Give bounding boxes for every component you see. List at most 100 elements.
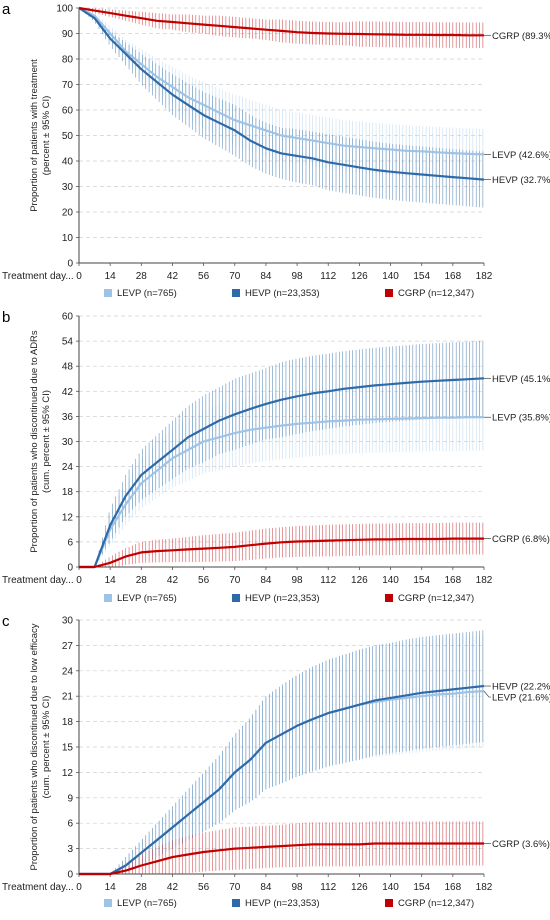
series-line-1 (79, 684, 485, 876)
legend-swatch (385, 289, 393, 297)
panel-letter: c (2, 613, 10, 630)
x-tick-label: 42 (167, 882, 179, 893)
x-tick-label: 14 (105, 882, 117, 893)
y-tick-label: 36 (62, 412, 74, 423)
x-tick-label: 182 (476, 882, 493, 893)
legend-label: CGRP (n=12,347) (398, 898, 474, 909)
y-tick-label: 48 (62, 362, 74, 373)
y-tick-label: 6 (67, 537, 73, 548)
y-tick-label: 60 (62, 312, 74, 323)
y-axis-label-line1: Proportion of patients with treatment (29, 59, 40, 212)
legend-label: HEVP (n=23,353) (245, 593, 320, 604)
y-tick-label: 27 (62, 641, 74, 652)
y-tick-label: 30 (62, 182, 74, 193)
legend-label: LEVP (n=765) (117, 898, 177, 909)
y-tick-label: 90 (62, 29, 74, 40)
series-end-label: CGRP (89.3%) (492, 31, 550, 42)
x-tick-label: 112 (320, 271, 336, 282)
y-axis-label-line2: (cum. percent ± 95% CI) (41, 696, 52, 799)
x-tick-label: 56 (198, 271, 210, 282)
legend-swatch (232, 899, 240, 907)
series-line-1 (78, 7, 485, 181)
y-tick-label: 80 (62, 55, 74, 66)
legend-swatch (104, 899, 112, 907)
ci-band-2 (95, 522, 484, 567)
x-tick-label: 56 (198, 882, 210, 893)
y-tick-label: 15 (62, 743, 74, 754)
y-tick-label: 42 (62, 387, 74, 398)
x-tick-label: 126 (351, 271, 368, 282)
ci-band-2 (82, 8, 484, 49)
x-axis-label: Treatment day... (2, 271, 74, 282)
y-axis-label-line1: Proportion of patients who discontinued … (29, 330, 40, 553)
x-tick-label: 84 (260, 882, 272, 893)
x-tick-label: 112 (320, 882, 336, 893)
panel-letter: b (2, 309, 10, 326)
y-tick-label: 0 (67, 259, 73, 270)
x-tick-label: 98 (292, 575, 304, 586)
y-axis-label-line2: (percent ± 95% CI) (41, 96, 52, 176)
legend-label: HEVP (n=23,353) (245, 288, 320, 299)
y-tick-label: 30 (62, 616, 74, 627)
x-tick-label: 14 (105, 575, 117, 586)
series-line-2 (78, 6, 484, 37)
y-tick-label: 60 (62, 106, 74, 117)
x-tick-label: 42 (167, 271, 179, 282)
series-end-label: HEVP (22.2%) (492, 682, 550, 693)
series-line-0 (79, 416, 484, 569)
y-tick-label: 24 (62, 462, 74, 473)
legend-swatch (232, 594, 240, 602)
ci-band-2 (112, 821, 484, 874)
series-end-label: LEVP (35.8%) (492, 413, 550, 424)
x-tick-label: 56 (198, 575, 210, 586)
y-tick-label: 10 (62, 233, 74, 244)
y-tick-label: 0 (67, 563, 73, 574)
x-tick-label: 168 (445, 882, 462, 893)
x-tick-label: 0 (76, 575, 82, 586)
x-tick-label: 84 (260, 575, 272, 586)
y-axis-label-line1: Proportion of patients who discontinued … (29, 623, 40, 870)
series-line-2 (79, 842, 484, 876)
x-tick-label: 168 (445, 575, 462, 586)
y-tick-label: 100 (56, 4, 73, 15)
x-tick-label: 154 (413, 882, 430, 893)
panel-letter: a (2, 1, 11, 18)
y-tick-label: 9 (67, 793, 73, 804)
series-end-label: HEVP (32.7%) (492, 175, 550, 186)
y-tick-label: 21 (62, 692, 74, 703)
legend-swatch (104, 594, 112, 602)
y-tick-label: 54 (62, 337, 74, 348)
x-tick-label: 112 (320, 575, 336, 586)
x-tick-label: 84 (260, 271, 272, 282)
series-line-1 (79, 377, 485, 569)
y-tick-label: 18 (62, 717, 74, 728)
x-tick-label: 182 (476, 575, 493, 586)
y-tick-label: 40 (62, 157, 74, 168)
y-tick-label: 70 (62, 80, 74, 91)
x-tick-label: 0 (76, 271, 82, 282)
end-label-leader (483, 690, 491, 698)
series-line-2 (79, 537, 484, 569)
legend-label: LEVP (n=765) (117, 288, 177, 299)
x-tick-label: 154 (413, 575, 430, 586)
series-end-label: CGRP (6.8%) (492, 534, 550, 545)
y-tick-label: 3 (67, 844, 73, 855)
series-end-label: LEVP (21.6%) (492, 693, 550, 704)
x-tick-label: 98 (292, 882, 304, 893)
y-tick-label: 6 (67, 819, 73, 830)
legend-swatch (232, 289, 240, 297)
x-tick-label: 42 (167, 575, 179, 586)
series-end-label: CGRP (3.6%) (492, 839, 550, 850)
legend-swatch (385, 594, 393, 602)
legend-label: CGRP (n=12,347) (398, 288, 474, 299)
x-tick-label: 126 (351, 882, 368, 893)
series-line-0 (78, 7, 485, 156)
y-tick-label: 0 (67, 870, 73, 881)
x-tick-label: 28 (136, 882, 148, 893)
legend-swatch (104, 289, 112, 297)
ci-band-1 (112, 630, 484, 874)
x-tick-label: 98 (292, 271, 304, 282)
panel-c: c 0 3 6 9 12 15 18 21 24 27 30 0 14 28 42 56 70 84 98 112 126… (2, 613, 550, 909)
y-tick-label: 30 (62, 437, 74, 448)
